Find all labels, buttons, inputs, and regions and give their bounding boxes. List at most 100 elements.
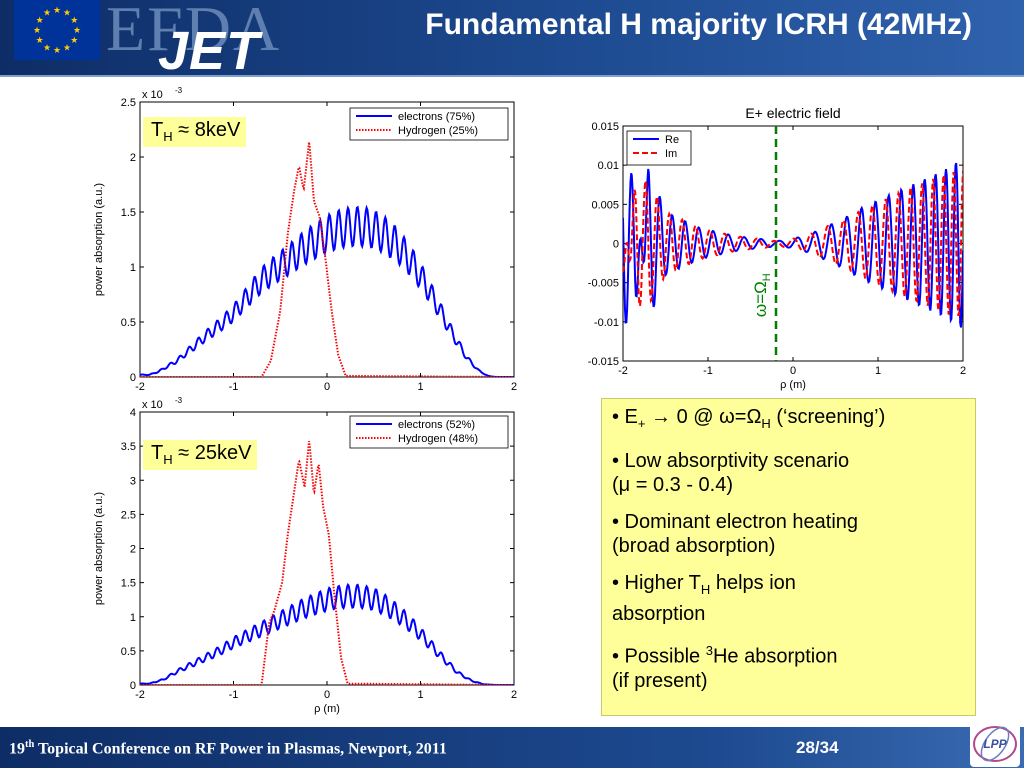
temperature-label-25kev: TH ≈ 25keV: [143, 440, 258, 470]
resonance-label-subscript: H: [761, 273, 773, 281]
y-multiplier-exponent: -3: [175, 86, 183, 95]
x-tick-label: -1: [229, 689, 239, 701]
series-line-secondary: [623, 170, 963, 317]
y-tick-label: 0.01: [598, 160, 619, 172]
footer-bar: 19th Topical Conference on RF Power in P…: [0, 727, 1024, 768]
th1-value: ≈ 8keV: [172, 119, 241, 141]
note-text: helps ion: [710, 572, 796, 594]
note-text: absorption: [612, 603, 706, 625]
x-tick-label: 0: [324, 689, 330, 701]
chart-th-8kev: -2 -1 0 1 2 0 0.5 1 1.5 2 2.5 x 10 -3 power absorptio…: [90, 82, 530, 399]
y-tick-label: 0: [130, 372, 136, 384]
y-tick-label: 1.5: [121, 207, 136, 219]
legend-label: electrons (52%): [398, 419, 475, 431]
y-tick-label: 1: [130, 262, 136, 274]
note-text: • Dominant electron heating: [612, 511, 859, 533]
y-tick-label: -0.005: [588, 278, 619, 290]
eu-star-icon: ★: [63, 42, 71, 52]
note-low-absorptivity: • Low absorptivity scenario (μ = 0.3 - 0.…: [612, 449, 967, 497]
x-tick-label: 0: [324, 381, 330, 393]
note-text: (μ = 0.3 - 0.4): [612, 474, 734, 496]
note-superscript: 3: [705, 643, 713, 658]
header-divider: [0, 75, 1024, 77]
note-subscript: H: [761, 416, 771, 431]
series-line-primary: [140, 582, 514, 685]
conference-ordinal: 19: [9, 740, 25, 758]
y-tick-label: 2: [130, 544, 136, 556]
slide-title: Fundamental H majority ICRH (42MHz): [425, 8, 972, 41]
y-multiplier-exponent: -3: [175, 396, 183, 405]
eu-star-icon: ★: [70, 35, 78, 45]
y-tick-label: 0.5: [121, 646, 136, 658]
y-tick-label: 4: [130, 407, 136, 419]
lpp-logo-text: LPP: [983, 737, 1007, 751]
th2-value: ≈ 25keV: [172, 442, 252, 464]
resonance-label: ω=ΩH: [751, 273, 773, 317]
x-tick-label: -2: [618, 365, 628, 377]
notes-box: • E+ → 0 @ ω=ΩH (‘screening’) • Low abso…: [601, 398, 976, 716]
chart-eplus-field-svg: -2 -1 0 1 2 -0.015 -0.01 -0.005 0 0.005 0.01 0.015 ρ…: [588, 105, 966, 391]
chart-eplus-field: -2 -1 0 1 2 -0.015 -0.01 -0.005 0 0.005 0.01 0.015 ρ…: [578, 94, 978, 399]
y-tick-label: -0.015: [588, 356, 619, 368]
note-text: He absorption: [712, 645, 838, 668]
eu-star-icon: ★: [43, 8, 51, 18]
y-tick-label: 2.5: [121, 97, 136, 109]
x-tick-label: 2: [960, 365, 966, 377]
y-tick-label: 2.5: [121, 509, 136, 521]
note-text: (broad absorption): [612, 535, 776, 557]
eu-star-icon: ★: [53, 45, 61, 55]
x-tick-label: -2: [135, 381, 145, 393]
note-screening: • E+ → 0 @ ω=ΩH (‘screening’): [612, 405, 967, 436]
note-text: • Low absorptivity scenario: [612, 450, 850, 472]
x-tick-label: 1: [417, 381, 423, 393]
th1-symbol: T: [151, 119, 164, 141]
x-tick-label: -2: [135, 689, 145, 701]
legend-box: [349, 107, 509, 141]
temperature-label-8kev: TH ≈ 8keV: [143, 117, 247, 147]
note-text: • Higher T: [612, 572, 701, 594]
y-tick-label: 3.5: [121, 441, 136, 453]
series-line-secondary: [140, 441, 514, 685]
eu-star-icon: ★: [63, 8, 71, 18]
eu-stars-icon: ★★★★★★★★★ ★ ★★: [33, 5, 81, 55]
efda-logo: EFDA: [106, 0, 282, 64]
note-text: (‘screening’): [770, 406, 886, 428]
legend-label: electrons (75%): [398, 111, 475, 123]
conference-ordinal-suffix: th: [25, 739, 35, 750]
eu-star-icon: ★: [70, 15, 78, 25]
y-tick-label: 1: [130, 612, 136, 624]
y-tick-label: 0.5: [121, 317, 136, 329]
note-text: → 0 @ ω=Ω: [645, 406, 762, 428]
note-he3: • Possible 3He absorption (if present): [612, 639, 967, 693]
note-line: • Possible 3He absorption: [612, 639, 967, 669]
y-tick-label: 0: [613, 239, 619, 251]
y-tick-label: 0.015: [591, 121, 619, 133]
eu-star-icon: ★: [43, 42, 51, 52]
note-higher-th: • Higher TH helps ion absorption: [612, 571, 967, 626]
legend-label: Re: [665, 134, 679, 146]
y-tick-label: 3: [130, 475, 136, 487]
series-line-primary: [140, 204, 514, 377]
y-tick-label: 0: [130, 680, 136, 692]
y-tick-label: 0.005: [591, 199, 619, 211]
y-axis-label: power absorption (a.u.): [93, 183, 105, 296]
header-bar: ★ ★ ★ ★ ★ ★ ★ ★ ★ ★ ★ ★ EFDA JET Fundamental H majo…: [0, 0, 1024, 75]
eu-star-icon: ★: [36, 35, 44, 45]
jet-logo: JET: [158, 21, 261, 75]
eu-star-icon: ★: [53, 5, 61, 15]
note-text: • E: [612, 406, 638, 428]
series-line-secondary: [140, 141, 514, 377]
legend-label: Im: [665, 148, 677, 160]
legend-label: Hydrogen (25%): [398, 125, 478, 137]
y-axis-label: power absorption (a.u.): [93, 492, 105, 605]
eu-star-icon: ★: [33, 25, 41, 35]
x-tick-label: -1: [703, 365, 713, 377]
y-tick-label: -0.01: [594, 317, 619, 329]
x-axis-label: ρ (m): [314, 703, 340, 715]
eu-flag-logo: ★ ★ ★ ★ ★ ★ ★ ★ ★ ★ ★ ★: [14, 0, 100, 60]
legend-label: Hydrogen (48%): [398, 433, 478, 445]
y-tick-label: 2: [130, 152, 136, 164]
page-number: 28/34: [796, 738, 839, 757]
note-electron-heating: • Dominant electron heating (broad absorp…: [612, 510, 967, 558]
th2-subscript: H: [163, 452, 173, 467]
